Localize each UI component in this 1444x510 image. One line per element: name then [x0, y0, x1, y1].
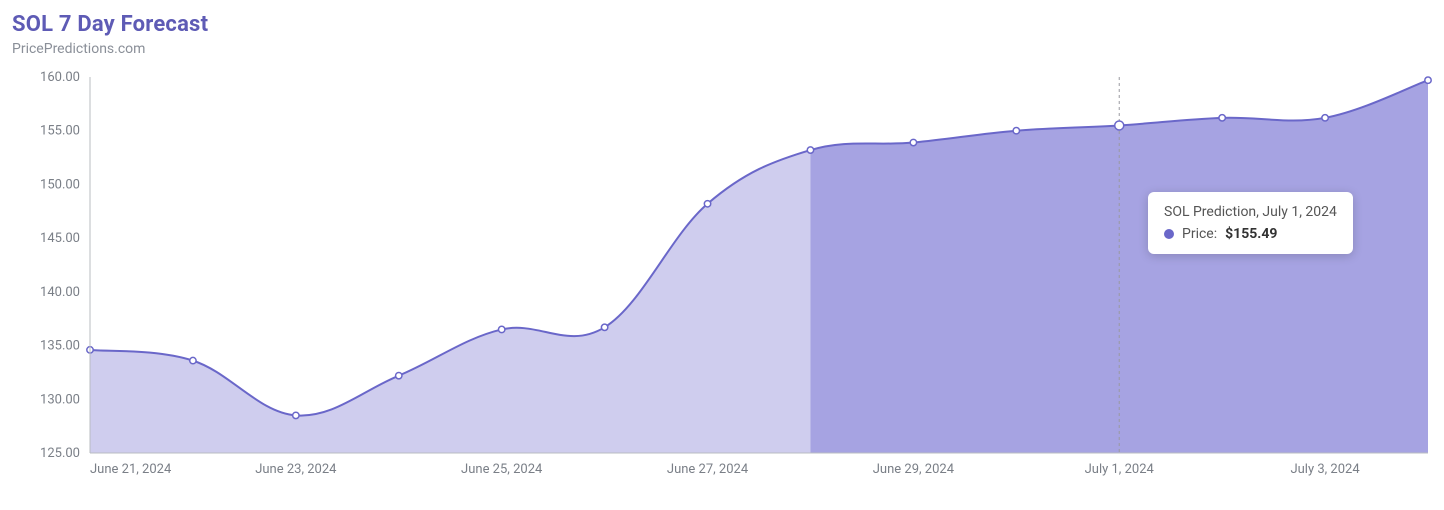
- data-point-marker[interactable]: [1013, 128, 1019, 134]
- tooltip-series-dot-icon: [1164, 229, 1174, 239]
- svg-text:155.00: 155.00: [40, 124, 80, 139]
- data-point-marker[interactable]: [498, 326, 504, 332]
- data-point-marker[interactable]: [293, 412, 299, 418]
- svg-text:140.00: 140.00: [40, 285, 80, 300]
- svg-text:June 23, 2024: June 23, 2024: [255, 462, 337, 477]
- data-point-marker[interactable]: [1115, 121, 1124, 130]
- svg-text:145.00: 145.00: [40, 231, 80, 246]
- data-point-marker[interactable]: [396, 372, 402, 378]
- chart-tooltip: SOL Prediction, July 1, 2024 Price: $155…: [1148, 192, 1353, 254]
- svg-text:125.00: 125.00: [40, 446, 80, 461]
- data-point-marker[interactable]: [704, 201, 710, 207]
- tooltip-price-label: Price:: [1182, 226, 1217, 242]
- svg-text:135.00: 135.00: [40, 339, 80, 354]
- svg-text:160.00: 160.00: [40, 70, 80, 85]
- page-title: SOL 7 Day Forecast: [12, 12, 1434, 37]
- data-point-marker[interactable]: [910, 139, 916, 145]
- data-point-marker[interactable]: [190, 357, 196, 363]
- price-area-chart[interactable]: 125.00 130.00 135.00 140.00 145.00 150.00 155.…: [12, 67, 1432, 497]
- data-point-marker[interactable]: [1425, 77, 1431, 83]
- data-point-marker[interactable]: [1322, 115, 1328, 121]
- svg-text:July 1, 2024: July 1, 2024: [1085, 462, 1155, 477]
- svg-text:130.00: 130.00: [40, 392, 80, 407]
- tooltip-price-value: $155.49: [1225, 226, 1277, 242]
- data-point-marker[interactable]: [601, 324, 607, 330]
- tooltip-title: SOL Prediction, July 1, 2024: [1164, 204, 1337, 220]
- chart-container: 125.00 130.00 135.00 140.00 145.00 150.00 155.…: [12, 67, 1434, 507]
- data-point-marker[interactable]: [807, 147, 813, 153]
- source-label: PricePredictions.com: [12, 41, 1434, 57]
- svg-text:June 21, 2024: June 21, 2024: [90, 462, 172, 477]
- data-point-marker[interactable]: [1219, 115, 1225, 121]
- forecast-widget: SOL 7 Day Forecast PricePredictions.com …: [0, 0, 1444, 510]
- svg-text:June 25, 2024: June 25, 2024: [461, 462, 543, 477]
- svg-text:150.00: 150.00: [40, 177, 80, 192]
- svg-text:June 29, 2024: June 29, 2024: [873, 462, 955, 477]
- svg-text:July 3, 2024: July 3, 2024: [1290, 462, 1360, 477]
- svg-text:June 27, 2024: June 27, 2024: [667, 462, 749, 477]
